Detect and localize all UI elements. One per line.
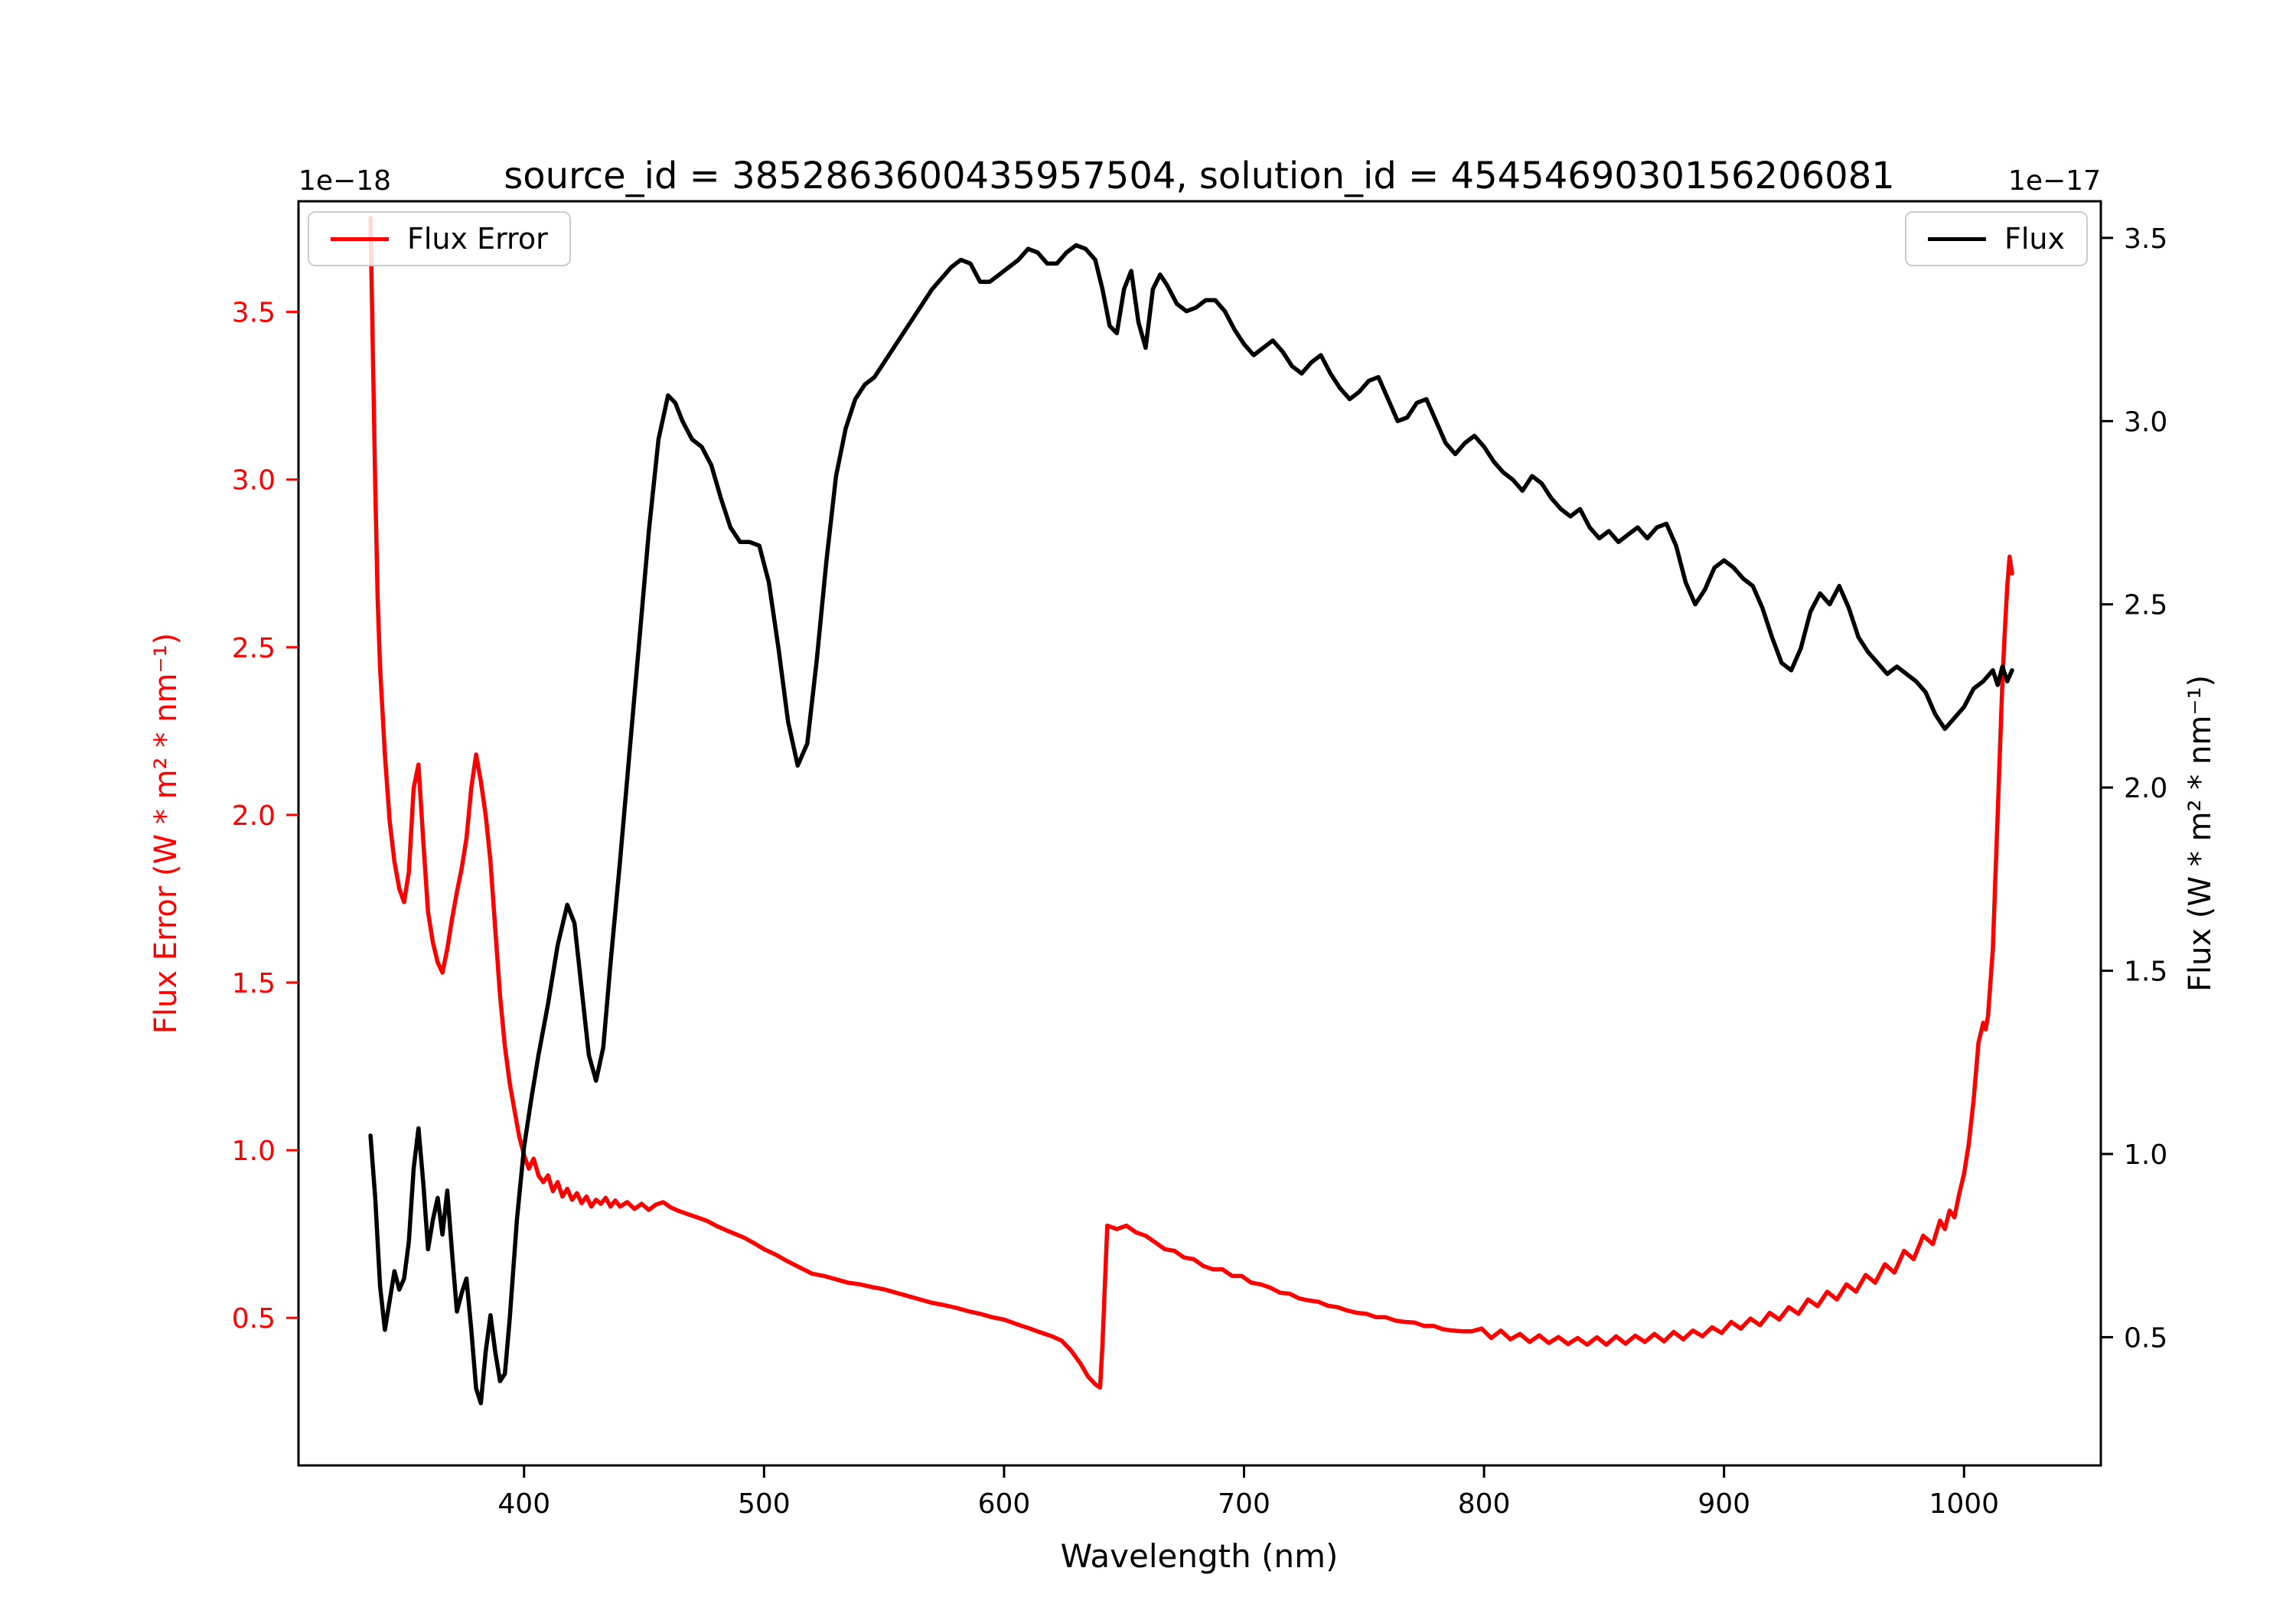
x-tick-label: 400 xyxy=(497,1488,550,1520)
y-axis-label-left: Flux Error (W * m² * nm⁻¹) xyxy=(148,633,184,1034)
right-y-tick-label: 2.5 xyxy=(2124,590,2167,621)
legend-flux-line-icon xyxy=(1928,236,1986,241)
x-axis-label: Wavelength (nm) xyxy=(1061,1537,1339,1575)
legend-flux-error-label: Flux Error xyxy=(407,222,548,256)
x-tick-label: 1000 xyxy=(1929,1488,1999,1520)
right-y-tick-label: 0.5 xyxy=(2124,1322,2167,1354)
legend-flux-error: Flux Error xyxy=(308,211,571,266)
left-y-tick-label: 3.0 xyxy=(232,465,276,497)
right-offset-text: 1e−17 xyxy=(2008,165,2101,197)
flux-line xyxy=(368,243,2014,1406)
chart-title: source_id = 3852863600435957504, solutio… xyxy=(504,155,1895,197)
flux-error-line xyxy=(368,216,2014,1390)
left-y-tick-label: 1.5 xyxy=(232,968,276,999)
left-y-tick-label: 2.0 xyxy=(232,800,276,832)
plot-area xyxy=(297,200,2102,1467)
legend-flux: Flux xyxy=(1905,211,2088,266)
ticks-layer: 400 500 600 700 800 900 1000 0.5 1.0 1.5 2.0 2.5 3.0… xyxy=(232,223,2168,1520)
x-tick-label: 700 xyxy=(1218,1488,1270,1520)
x-tick-label: 900 xyxy=(1698,1488,1750,1520)
x-tick-label: 600 xyxy=(978,1488,1031,1520)
x-tick-label: 800 xyxy=(1458,1488,1511,1520)
left-y-tick-label: 2.5 xyxy=(232,633,276,664)
legend-flux-label: Flux xyxy=(2004,222,2065,256)
left-offset-text: 1e−18 xyxy=(298,165,391,197)
right-y-tick-label: 1.5 xyxy=(2124,957,2167,988)
x-tick-label: 500 xyxy=(738,1488,791,1520)
right-y-tick-label: 3.5 xyxy=(2124,223,2167,255)
legend-flux-error-line-icon xyxy=(331,236,389,241)
left-y-tick-label: 3.5 xyxy=(232,298,276,329)
y-axis-label-right: Flux (W * m² * nm⁻¹) xyxy=(2183,675,2218,992)
left-y-tick-label: 1.0 xyxy=(232,1136,276,1167)
series-layer xyxy=(368,216,2014,1406)
right-y-tick-label: 1.0 xyxy=(2124,1139,2167,1171)
right-y-tick-label: 2.0 xyxy=(2124,773,2167,804)
left-y-tick-label: 0.5 xyxy=(232,1303,276,1335)
right-y-tick-label: 3.0 xyxy=(2124,406,2167,438)
